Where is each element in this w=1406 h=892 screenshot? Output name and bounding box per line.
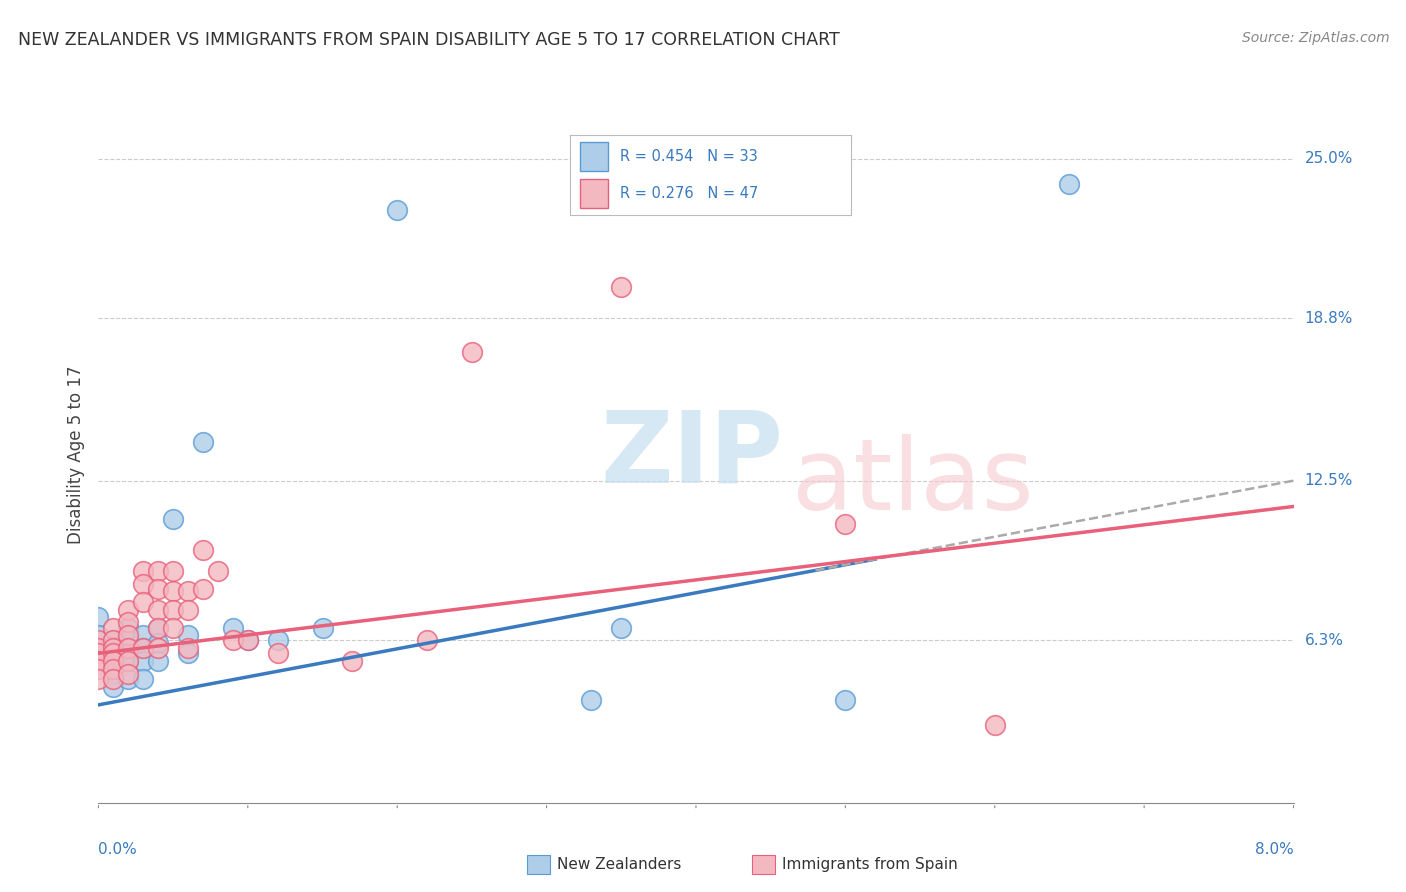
- Point: [311, 621, 333, 635]
- Point: [117, 672, 139, 686]
- Point: [461, 344, 484, 359]
- Point: [162, 564, 184, 578]
- FancyBboxPatch shape: [581, 142, 609, 171]
- Point: [103, 654, 125, 668]
- Point: [103, 641, 125, 656]
- Point: [207, 564, 229, 578]
- Point: [87, 662, 110, 676]
- Point: [148, 641, 170, 656]
- Point: [103, 633, 125, 648]
- Text: Source: ZipAtlas.com: Source: ZipAtlas.com: [1241, 31, 1389, 45]
- Point: [148, 582, 170, 596]
- Point: [148, 602, 170, 616]
- Point: [87, 628, 110, 642]
- Point: [267, 633, 290, 648]
- Point: [385, 203, 409, 218]
- Point: [117, 641, 139, 656]
- Point: [87, 646, 110, 660]
- Point: [117, 621, 139, 635]
- Point: [103, 662, 125, 676]
- Text: ZIP: ZIP: [600, 407, 783, 503]
- Point: [148, 621, 170, 635]
- Point: [148, 621, 170, 635]
- Point: [177, 628, 200, 642]
- Point: [103, 621, 125, 635]
- Point: [117, 654, 139, 668]
- Point: [191, 582, 214, 596]
- Point: [834, 692, 856, 706]
- Point: [222, 633, 245, 648]
- Point: [610, 621, 633, 635]
- Point: [581, 692, 603, 706]
- Point: [610, 280, 633, 294]
- Point: [87, 672, 110, 686]
- Text: 8.0%: 8.0%: [1254, 842, 1294, 856]
- Text: 0.0%: 0.0%: [98, 842, 138, 856]
- Text: 25.0%: 25.0%: [1305, 151, 1353, 166]
- Point: [177, 584, 200, 599]
- Text: New Zealanders: New Zealanders: [557, 857, 681, 871]
- Point: [132, 564, 155, 578]
- Point: [983, 718, 1005, 732]
- Point: [103, 654, 125, 668]
- Point: [148, 636, 170, 650]
- Point: [132, 641, 155, 656]
- Point: [132, 641, 155, 656]
- Text: 12.5%: 12.5%: [1305, 473, 1353, 488]
- Point: [87, 610, 110, 624]
- Text: R = 0.454   N = 33: R = 0.454 N = 33: [620, 149, 758, 164]
- Point: [236, 633, 259, 648]
- Point: [103, 672, 125, 686]
- Point: [1059, 178, 1081, 192]
- Point: [416, 633, 439, 648]
- Point: [87, 633, 110, 648]
- Point: [342, 654, 364, 668]
- Text: Immigrants from Spain: Immigrants from Spain: [782, 857, 957, 871]
- Point: [191, 543, 214, 558]
- Point: [132, 672, 155, 686]
- FancyBboxPatch shape: [581, 179, 609, 208]
- Point: [834, 517, 856, 532]
- Point: [148, 654, 170, 668]
- Point: [222, 621, 245, 635]
- Point: [87, 641, 110, 656]
- Point: [236, 633, 259, 648]
- Point: [177, 641, 200, 656]
- Point: [87, 641, 110, 656]
- Point: [162, 602, 184, 616]
- Text: NEW ZEALANDER VS IMMIGRANTS FROM SPAIN DISABILITY AGE 5 TO 17 CORRELATION CHART: NEW ZEALANDER VS IMMIGRANTS FROM SPAIN D…: [18, 31, 839, 49]
- Point: [117, 602, 139, 616]
- Point: [132, 576, 155, 591]
- Point: [117, 646, 139, 660]
- Point: [103, 646, 125, 660]
- Point: [103, 641, 125, 656]
- Point: [132, 654, 155, 668]
- Point: [177, 602, 200, 616]
- Text: R = 0.276   N = 47: R = 0.276 N = 47: [620, 186, 758, 201]
- Point: [162, 584, 184, 599]
- Point: [132, 628, 155, 642]
- Point: [117, 615, 139, 630]
- Text: 6.3%: 6.3%: [1305, 633, 1344, 648]
- Point: [132, 595, 155, 609]
- Point: [148, 564, 170, 578]
- Point: [87, 654, 110, 668]
- Point: [117, 628, 139, 642]
- Point: [103, 633, 125, 648]
- Point: [117, 654, 139, 668]
- Point: [267, 646, 290, 660]
- Point: [117, 633, 139, 648]
- Point: [103, 680, 125, 694]
- Text: atlas: atlas: [792, 434, 1033, 532]
- Point: [162, 621, 184, 635]
- Text: 18.8%: 18.8%: [1305, 310, 1353, 326]
- Point: [162, 512, 184, 526]
- Point: [103, 667, 125, 681]
- Y-axis label: Disability Age 5 to 17: Disability Age 5 to 17: [66, 366, 84, 544]
- Point: [177, 646, 200, 660]
- Point: [191, 435, 214, 450]
- Point: [117, 667, 139, 681]
